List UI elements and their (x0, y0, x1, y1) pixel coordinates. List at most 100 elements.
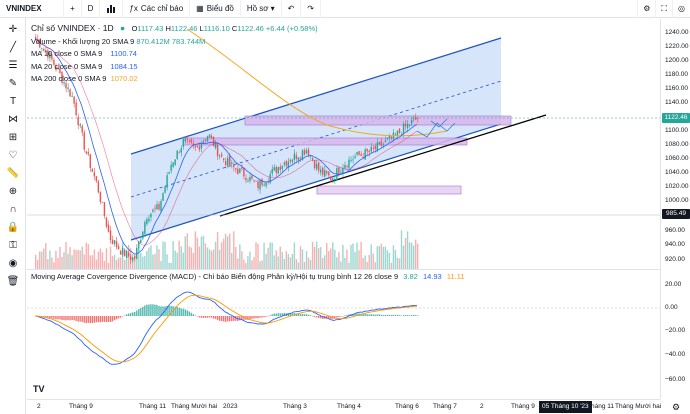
volume-bar (156, 245, 158, 269)
volume-bar (358, 250, 360, 269)
time-axis[interactable]: 2 Tháng 9 Tháng 11 Tháng Mười hai 2023 T… (27, 399, 661, 414)
macd-histogram-bar (119, 316, 122, 318)
macd-histogram-bar (206, 316, 209, 318)
macd-histogram-bar (55, 316, 57, 320)
candle-body (210, 135, 213, 138)
lock-drawings-icon[interactable]: 🔒 (6, 222, 20, 233)
volume-bar (342, 244, 344, 269)
indicators-button[interactable]: ƒx Các chỉ báo (123, 0, 191, 18)
volume-bar (265, 253, 267, 269)
eye-icon[interactable]: ◉ (8, 258, 18, 269)
candle-body (105, 217, 108, 227)
volume-bar (249, 251, 251, 269)
volume-bar (212, 249, 215, 269)
templates-button[interactable]: Hồ sơ ▾ (241, 0, 282, 18)
macd-histogram-bar (168, 305, 170, 316)
macd-histogram-bar (192, 314, 195, 316)
lock-icon[interactable]: ⚿ (9, 240, 17, 251)
settings-icon[interactable]: ⚙ (637, 0, 655, 18)
interval-button[interactable]: D (82, 0, 101, 18)
macd-histogram-bar (85, 316, 87, 324)
volume-bar (186, 233, 188, 269)
legend-title[interactable]: Chỉ số VNINDEX · 1D (31, 23, 114, 33)
pane-separator[interactable] (27, 269, 660, 270)
macd-histogram-bar (261, 316, 263, 318)
candle-body (372, 147, 374, 149)
volume-bar (277, 256, 279, 269)
volume-bar (176, 252, 178, 269)
text-icon[interactable]: T (9, 96, 17, 107)
volume-bar (115, 259, 118, 269)
price-axis[interactable]: 1240.00 1220.00 1200.00 1180.00 1160.00 … (660, 19, 690, 399)
candle-body (297, 157, 300, 161)
macd-signal-line (35, 294, 418, 363)
symbol-search[interactable]: VNINDEX (0, 0, 64, 18)
volume-legend[interactable]: Volume - Khối lượng 20 SMA 9 870.412M 78… (31, 36, 206, 46)
ma200-legend[interactable]: MA 200 close 0 SMA 9 1070.02 (31, 74, 138, 83)
volume-bar (384, 246, 387, 269)
volume-bar (299, 246, 302, 269)
volume-bar (152, 254, 154, 269)
candle-body (336, 168, 338, 181)
redo-icon[interactable]: ↷ (301, 0, 321, 18)
volume-bar (328, 251, 330, 269)
zoom-icon[interactable]: ⊕ (8, 186, 18, 197)
volume-bar (214, 241, 217, 269)
candle-body (170, 164, 172, 171)
macd-histogram-bar (313, 316, 316, 318)
brush-icon[interactable]: ✎ (8, 78, 18, 89)
trendline-icon[interactable]: ╱ (9, 42, 17, 53)
horizontal-lines-icon[interactable]: ☰ (8, 60, 18, 71)
volume-bar (261, 260, 263, 269)
price-tick: 1060.00 (665, 155, 689, 162)
axis-settings-icon[interactable]: ⚙ (672, 402, 681, 412)
volume-bar (255, 242, 257, 269)
candle-body (166, 175, 168, 188)
macd-histogram-bar (123, 315, 126, 316)
candle-body (342, 167, 344, 174)
macd-histogram-bar (344, 315, 346, 316)
macd-histogram-bar (267, 316, 269, 317)
volume-bar (190, 247, 193, 269)
macd-histogram-bar (307, 314, 310, 316)
macd-histogram-bar (99, 316, 102, 323)
macd-histogram-bar (166, 305, 168, 316)
macd-histogram-bar (105, 316, 108, 323)
ma20-legend[interactable]: MA 20 close 0 SMA 9 1084.15 (31, 61, 138, 71)
price-tick: 1000.00 (665, 197, 689, 204)
candle-body (348, 159, 350, 169)
magnet-icon[interactable]: ∩ (9, 204, 17, 215)
macd-histogram-bar (152, 304, 154, 316)
volume-bar (378, 246, 380, 269)
favorite-icon[interactable]: ♡ (8, 150, 18, 161)
projection-icon[interactable]: ⊞ (8, 132, 18, 143)
chart-area[interactable]: TV (27, 19, 660, 399)
current-price-tag: 1122.46 (662, 113, 690, 123)
macd-histogram-bar (75, 316, 77, 321)
candle-body (73, 96, 75, 104)
fullscreen-icon[interactable]: ⛶ (655, 0, 672, 18)
candle-body (200, 144, 203, 149)
volume-bar (200, 236, 203, 269)
candle-body (352, 159, 354, 161)
pattern-icon[interactable]: ⋈ (8, 114, 18, 125)
candle-body (176, 150, 178, 159)
candle-body (144, 221, 146, 234)
add-symbol-button[interactable]: + (64, 0, 82, 18)
candle-body (45, 50, 47, 51)
macd-legend[interactable]: Moving Average Covergence Divergence (MA… (31, 272, 465, 281)
measure-icon[interactable]: 📏 (6, 168, 20, 179)
macd-histogram-bar (71, 316, 73, 321)
trash-icon[interactable]: 🗑 (6, 276, 20, 287)
layouts-button[interactable]: ▦ Biểu đồ (190, 0, 241, 18)
screenshot-icon[interactable]: ◎ (672, 0, 690, 18)
volume-bar (144, 255, 146, 269)
crosshair-icon[interactable]: ✛ (8, 24, 18, 35)
volume-bar (273, 255, 275, 269)
price-chart[interactable]: TV (27, 19, 660, 399)
macd-histogram-bar (299, 314, 302, 316)
undo-icon[interactable]: ↶ (282, 0, 302, 18)
macd-histogram-bar (129, 313, 132, 316)
ma10-legend[interactable]: MA 10 close 0 SMA 9 1100.74 (31, 49, 137, 58)
compare-icon[interactable] (100, 0, 124, 18)
